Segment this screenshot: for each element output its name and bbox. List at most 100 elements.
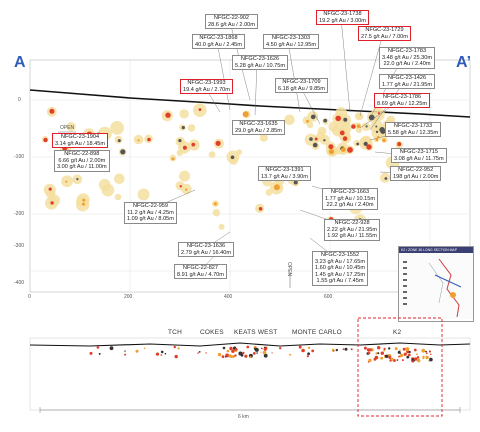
- intercept-dot: [312, 142, 318, 148]
- intercept-dot: [178, 139, 182, 143]
- intercept-dot: [343, 117, 348, 122]
- section-marker-left: A: [14, 54, 26, 71]
- assay-interval: 11.2 g/t Au / 4.25m: [127, 209, 174, 216]
- assay-interval: 6.66 g/t Au / 2.00m: [58, 157, 106, 164]
- intercept-dot: [341, 147, 346, 153]
- drill-hole-id: NFGC-23-1786: [382, 94, 422, 100]
- intercept-halo: [356, 113, 364, 120]
- intercept-dot: [328, 148, 335, 155]
- drill-hole-id: NFGC-22-902: [213, 15, 250, 21]
- assay-interval: 27.5 g/t Au / 7.00m: [361, 33, 408, 40]
- assay-interval: 1.45 g/t Au / 17.25m: [315, 271, 366, 278]
- assay-interval: 22.0 g/t Au / 2.40m: [383, 61, 431, 68]
- intercept-dot: [382, 138, 386, 143]
- drill-callout-nfgc-23-1663: NFGC-23-1663 1.77 g/t Au / 10.15m 22.2 g/t…: [322, 188, 379, 210]
- intercept-dot: [182, 145, 187, 150]
- assay-interval: 19.4 g/t Au / 2.70m: [183, 86, 230, 93]
- assay-interval: 3.48 g/t Au / 25.30m: [382, 54, 433, 61]
- drill-hole-id: NFGC-23-1715: [399, 149, 438, 155]
- drill-hole-id: NFGC-23-1626: [240, 56, 280, 62]
- assay-interval: 4.50 g/t Au / 12.95m: [266, 41, 317, 48]
- intercept-halo: [76, 196, 87, 207]
- drill-hole-id: NFGC-22-959: [132, 203, 169, 209]
- drill-hole-id: NFGC-23-1391: [265, 167, 304, 173]
- intercept-dot: [377, 135, 380, 139]
- drill-callout-nfgc-23-1635: NFGC-23-1635 29.0 g/t Au / 2.85m: [232, 120, 285, 136]
- drill-callout-nfgc-23-1868: NFGC-23-1868 40.0 g/t Au / 2.45m: [192, 34, 245, 50]
- x-tick: 200: [124, 294, 133, 300]
- intercept-halo: [334, 148, 341, 155]
- intercept-dot: [65, 180, 68, 183]
- assay-interval: 1.60 g/t Au / 10.45m: [315, 265, 366, 272]
- intercept-dot: [365, 125, 368, 128]
- drill-hole-id: NFGC-23-1709: [282, 79, 321, 85]
- assay-interval: 13.7 g/t Au / 3.90m: [261, 173, 308, 180]
- intercept-dot: [137, 139, 140, 142]
- intercept-halo: [66, 122, 76, 132]
- drill-callout-nfgc-22-928: NFGC-22-928 2.22 g/t Au / 21.95m 1.92 g/t …: [324, 219, 381, 241]
- y-tick: -300: [14, 243, 25, 249]
- assay-interval: 22.2 g/t Au / 2.40m: [326, 202, 374, 209]
- scale-label: 6 km: [238, 414, 249, 420]
- drill-callout-nfgc-23-1738: NFGC-23-1738 19.2 g/t Au / 3.00m: [316, 10, 369, 26]
- intercept-dot: [49, 108, 55, 114]
- intercept-halo: [218, 223, 225, 230]
- drill-hole-id: NFGC-22-898: [64, 151, 100, 157]
- drill-callout-nfgc-23-1303: NFGC-23-1303 4.50 g/t Au / 12.95m: [263, 34, 320, 50]
- intercept-dot: [293, 180, 298, 185]
- intercept-halo: [110, 121, 124, 135]
- drill-hole-id: NFGC-23-1426: [387, 75, 427, 81]
- intercept-dot: [213, 202, 217, 206]
- intercept-dot: [384, 177, 388, 180]
- drill-callout-nfgc-22-952: NFGC-22-952 198 g/t Au / 2.00m: [390, 166, 442, 182]
- drill-callout-nfgc-23-1786: NFGC-23-1786 8.69 g/t Au / 12.25m: [374, 93, 431, 109]
- intercept-dot: [347, 147, 353, 153]
- x-tick: 600: [324, 294, 333, 300]
- intercept-dot: [82, 198, 86, 202]
- drill-callout-nfgc-23-1426: NFGC-23-1426 1.77 g/t Au / 21.95m: [379, 74, 436, 90]
- y-tick: -200: [14, 211, 25, 217]
- drill-callout-nfgc-23-1733: NFGC-23-1733 5.58 g/t Au / 12.35m: [385, 122, 442, 138]
- intercept-dot: [375, 125, 378, 128]
- area-label-monte-carlo: MONTE CARLO: [292, 329, 342, 336]
- intercept-dot: [328, 144, 334, 150]
- legend-title: K2 / ZONE 36 LONG SECTION MAP: [399, 247, 473, 253]
- drill-callout-nfgc-22-959: NFGC-22-959 11.2 g/t Au / 4.25m 1.09 g/t A…: [124, 202, 177, 224]
- drill-callout-nfgc-23-1783: NFGC-23-1783 3.48 g/t Au / 25.30m 22.0 g/t…: [379, 47, 436, 69]
- drill-callout-nfgc-23-1391: NFGC-23-1391 13.7 g/t Au / 3.90m: [258, 166, 311, 182]
- drill-hole-id: NFGC-23-1729: [365, 27, 404, 33]
- drill-hole-id: NFGC-23-1552: [320, 252, 360, 258]
- drill-callout-nfgc-23-1715: NFGC-23-1715 3.08 g/t Au / 11.75m: [391, 148, 447, 164]
- intercept-dot: [120, 149, 126, 155]
- assay-interval: 19.2 g/t Au / 3.00m: [319, 17, 366, 24]
- assay-interval: 1.92 g/t Au / 11.55m: [327, 233, 377, 240]
- assay-interval: 8.91 g/t Au / 4.70m: [177, 271, 224, 278]
- intercept-dot: [181, 126, 185, 130]
- intercept-dot: [314, 137, 318, 141]
- assay-interval: 3.08 g/t Au / 11.75m: [394, 155, 444, 162]
- intercept-halo: [114, 193, 122, 201]
- drill-hole-id: NFGC-22-928: [334, 220, 370, 226]
- leader-line: [216, 41, 231, 111]
- intercept-dot: [258, 207, 263, 211]
- area-label-keats-west: KEATS WEST: [234, 329, 278, 336]
- assay-interval: 28.6 g/t Au / 2.00m: [208, 21, 255, 28]
- drill-callout-nfgc-22-827: NFGC-22-827 8.91 g/t Au / 4.70m: [174, 264, 227, 280]
- intercept-dot: [165, 112, 171, 118]
- intercept-dot: [342, 136, 348, 141]
- intercept-dot: [366, 144, 372, 150]
- assay-interval: 1.09 g/t Au / 8.05m: [127, 216, 174, 223]
- assay-interval: 2.79 g/t Au / 16.40m: [181, 249, 232, 256]
- drill-hole-id: NFGC-23-1993: [187, 80, 226, 86]
- drill-hole-id: NFGC-22-827: [182, 265, 219, 271]
- intercept-dot: [375, 130, 379, 134]
- assay-interval: 1.55 g/t Au / 7.45m: [316, 278, 364, 285]
- leader-line: [287, 41, 301, 113]
- drill-hole-id: NFGC-23-1738: [323, 11, 362, 17]
- assay-interval: 29.0 g/t Au / 2.85m: [235, 127, 282, 134]
- intercept-dot: [377, 112, 380, 115]
- assay-interval: 6.18 g/t Au / 9.85m: [278, 85, 325, 92]
- intercept-dot: [43, 137, 48, 143]
- drill-callout-nfgc-22-902: NFGC-22-902 28.6 g/t Au / 2.00m: [205, 14, 258, 30]
